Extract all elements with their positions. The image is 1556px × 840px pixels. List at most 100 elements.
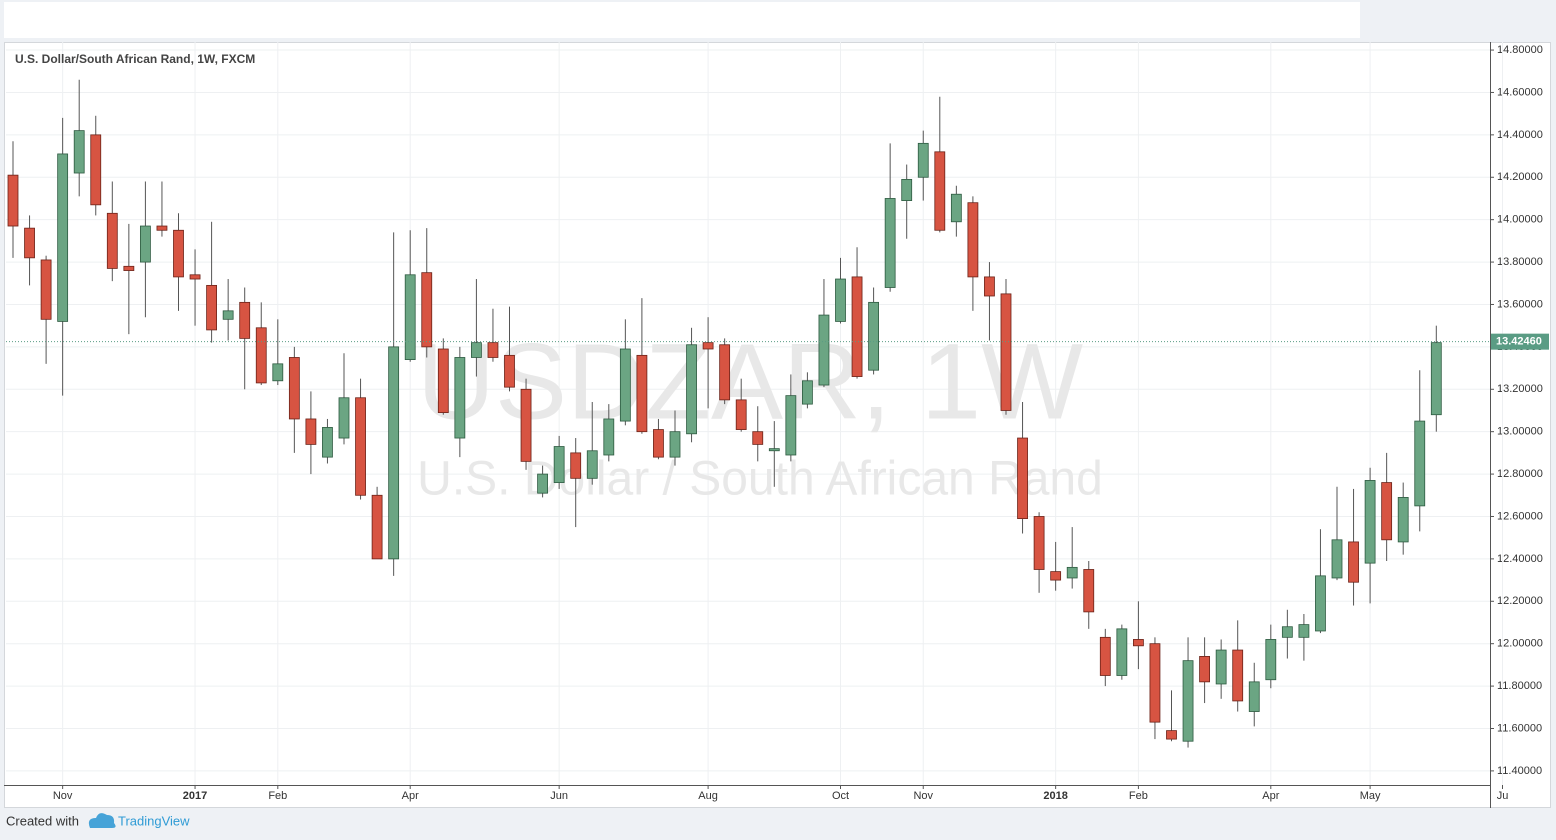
- x-tick-label: Apr: [402, 790, 419, 802]
- candle-body: [388, 346, 400, 560]
- candle-body: [1133, 639, 1144, 647]
- candle-body: [669, 431, 681, 458]
- candle-body: [1414, 420, 1426, 507]
- candle-body: [1232, 649, 1244, 702]
- candle-body: [636, 354, 648, 433]
- candle-body: [404, 274, 416, 360]
- y-tick-label: 11.40000: [1497, 765, 1542, 777]
- x-tick-label: Apr: [1262, 790, 1279, 802]
- candle-body: [984, 276, 995, 297]
- candle-body: [851, 276, 863, 377]
- candle-body: [338, 397, 350, 439]
- candle-body: [272, 363, 284, 382]
- candle-body: [1099, 636, 1111, 676]
- candle-body: [139, 225, 151, 263]
- candle-body: [917, 142, 929, 178]
- candle-body: [802, 380, 813, 405]
- candle-body: [255, 327, 267, 384]
- y-tick-label: 13.20000: [1497, 383, 1543, 395]
- candle-body: [752, 431, 764, 445]
- x-tick-label: Jun: [550, 790, 568, 802]
- tradingview-logo[interactable]: TradingView: [88, 813, 190, 828]
- candle-body: [355, 397, 366, 496]
- candle-body: [1000, 293, 1012, 411]
- candle-body: [470, 342, 482, 358]
- y-tick-label: 14.00000: [1497, 214, 1543, 226]
- x-tick-label: Feb: [1129, 790, 1148, 802]
- y-tick-label: 14.20000: [1497, 171, 1543, 183]
- y-tick-label: 11.60000: [1497, 722, 1542, 734]
- x-tick-label: May: [1360, 790, 1381, 802]
- candle-body: [1381, 482, 1393, 541]
- candle-body: [90, 134, 102, 206]
- candle-body: [421, 272, 433, 348]
- y-tick-label: 12.00000: [1497, 638, 1543, 650]
- candle-body: [950, 193, 962, 223]
- x-tick-label: Nov: [913, 790, 933, 802]
- y-tick-label: 13.60000: [1497, 298, 1543, 310]
- y-tick-label: 11.80000: [1497, 680, 1542, 692]
- y-tick-label: 12.20000: [1497, 595, 1543, 607]
- candle-body: [1397, 497, 1409, 543]
- candle-body: [884, 198, 896, 288]
- candle-body: [1331, 539, 1343, 579]
- candle-body: [1430, 342, 1442, 416]
- candle-body: [156, 225, 168, 231]
- candle-body: [735, 399, 747, 430]
- candle-body: [1017, 437, 1028, 520]
- candle-body: [1149, 643, 1161, 723]
- footer-brand[interactable]: TradingView: [118, 813, 190, 828]
- y-tick-label: 12.80000: [1497, 468, 1543, 480]
- watermark-subtitle: U.S. Dollar / South African Rand: [417, 453, 1103, 506]
- candle-body: [1182, 660, 1194, 742]
- candle-body: [437, 348, 449, 413]
- chart-title: U.S. Dollar/South African Rand, 1W, FXCM: [15, 52, 255, 66]
- candle-body: [835, 278, 846, 322]
- candle-body: [1348, 541, 1359, 583]
- candle-body: [1066, 566, 1078, 579]
- x-tick-label: Oct: [832, 790, 849, 802]
- last-price-box: [1491, 333, 1549, 350]
- footer-prefix: Created with: [6, 813, 79, 828]
- candle-body: [1281, 626, 1293, 638]
- candle-body: [553, 446, 565, 483]
- candle-body: [1116, 628, 1128, 676]
- y-tick-label: 12.60000: [1497, 510, 1543, 522]
- candle-body: [603, 418, 615, 456]
- x-tick-label: Aug: [698, 790, 718, 802]
- candle-body: [702, 342, 714, 350]
- candle-body: [818, 314, 830, 386]
- y-tick-label: 14.80000: [1497, 44, 1543, 56]
- candle-body: [934, 151, 946, 231]
- candle-body: [619, 348, 631, 422]
- candle-body: [322, 427, 333, 458]
- candle-body: [504, 354, 515, 388]
- candle-body: [189, 274, 201, 280]
- candle-body: [1083, 569, 1095, 613]
- candle-body: [1199, 656, 1210, 683]
- candle-body: [785, 395, 797, 456]
- candle-body: [537, 473, 548, 494]
- candle-body: [40, 259, 52, 320]
- y-tick-label: 14.40000: [1497, 129, 1543, 141]
- candle-body: [222, 310, 234, 320]
- candle-body: [7, 174, 19, 227]
- x-tick-label: 2018: [1043, 790, 1067, 802]
- candle-body: [57, 153, 69, 322]
- candle-body: [719, 344, 731, 401]
- candle-body: [487, 342, 499, 358]
- last-price-label: 13.42460: [1496, 336, 1542, 348]
- logo-icon: [88, 813, 116, 828]
- candle-body: [967, 202, 979, 278]
- y-tick-label: 14.60000: [1497, 86, 1543, 98]
- candle-body: [686, 344, 697, 435]
- candle-body: [1166, 730, 1177, 740]
- candle-body: [1033, 516, 1045, 570]
- candle-body: [454, 357, 466, 439]
- x-tick-label: Nov: [53, 790, 73, 802]
- candle-body: [1315, 575, 1326, 632]
- top-bar: [4, 2, 1360, 38]
- candle-body: [1215, 649, 1227, 685]
